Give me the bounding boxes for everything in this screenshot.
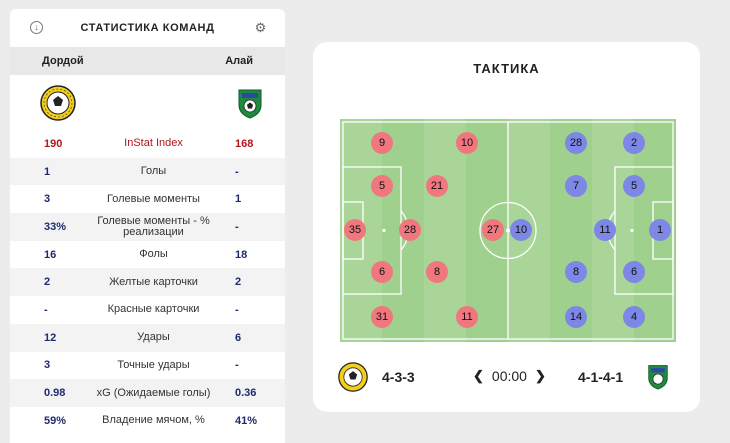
- chevron-right-icon[interactable]: ❯: [534, 368, 546, 383]
- stat-label: Владение мячом, %: [102, 414, 205, 427]
- stat-label: Точные удары: [117, 358, 190, 371]
- home-player[interactable]: 31: [371, 306, 393, 328]
- stat-away-value: -: [235, 303, 239, 316]
- stat-home-value: 190: [44, 137, 63, 150]
- stat-home-value: -: [44, 303, 48, 316]
- away-team-logo: [238, 89, 262, 119]
- home-team-name: Дордой: [42, 55, 84, 67]
- away-player[interactable]: 5: [623, 175, 645, 197]
- stat-away-value: 1: [235, 193, 242, 206]
- away-player[interactable]: 7: [565, 175, 587, 197]
- stat-row: 3 Голевые моменты 1: [10, 185, 285, 214]
- stat-label: Голевые моменты: [107, 192, 200, 205]
- stat-home-value: 0.98: [44, 387, 66, 400]
- stat-home-value: 12: [44, 331, 57, 344]
- teams-row: Дордой Алай: [10, 47, 285, 75]
- stat-row: 33% Голевые моменты - % реализации -: [10, 213, 285, 241]
- stat-home-value: 3: [44, 193, 51, 206]
- stat-label: Красные карточки: [107, 303, 200, 316]
- stat-label: Желтые карточки: [109, 275, 198, 288]
- away-player[interactable]: 1: [649, 219, 671, 241]
- home-player[interactable]: 35: [344, 219, 366, 241]
- stat-row: 190 InStat Index 168: [10, 130, 285, 158]
- home-formation: 4-3-3: [382, 369, 415, 385]
- away-player[interactable]: 11: [594, 219, 616, 241]
- stat-row: 0.98 xG (Ожидаемые голы) 0.36: [10, 379, 285, 407]
- team-stats-panel: ↓ СТАТИСТИКА КОМАНД ⚙ Дордой Алай 190 InS…: [10, 9, 285, 443]
- tactics-footer: 4-3-3 ❮ 00:00 ❯ 4-1-4-1: [313, 362, 700, 392]
- stat-away-value: 41%: [235, 414, 258, 427]
- stat-row: 16 Фолы 18: [10, 240, 285, 269]
- home-formation-logo: [338, 362, 368, 392]
- home-player[interactable]: 21: [426, 175, 448, 197]
- football-pitch: 9 10 5 21 35 28 27 6 8 31 11 28 2 7 5 10 11 1 8 6 14 4: [340, 119, 676, 342]
- stat-away-value: 2: [235, 276, 242, 289]
- logos-row: [10, 75, 285, 130]
- away-player[interactable]: 28: [565, 132, 587, 154]
- chevron-left-icon[interactable]: ❮: [473, 368, 484, 383]
- away-player[interactable]: 10: [510, 219, 532, 241]
- stat-away-value: 168: [235, 137, 254, 150]
- stat-home-value: 16: [44, 248, 57, 261]
- stat-away-value: -: [235, 220, 239, 233]
- stats-title: СТАТИСТИКА КОМАНД: [80, 22, 215, 34]
- away-player[interactable]: 4: [623, 306, 645, 328]
- home-player[interactable]: 27: [482, 219, 504, 241]
- stat-row: 3 Точные удары -: [10, 351, 285, 380]
- stats-header: ↓ СТАТИСТИКА КОМАНД ⚙: [10, 9, 285, 47]
- home-player[interactable]: 8: [426, 261, 448, 283]
- away-team-name: Алай: [225, 55, 253, 67]
- away-player[interactable]: 2: [623, 132, 645, 154]
- home-player[interactable]: 5: [371, 175, 393, 197]
- home-team-logo: [40, 84, 76, 121]
- stat-row: 59% Владение мячом, % 41%: [10, 406, 285, 435]
- home-player[interactable]: 10: [456, 132, 478, 154]
- stat-row: 1 Голы -: [10, 157, 285, 186]
- time-control: ❮ 00:00 ❯: [473, 368, 546, 384]
- stat-row: 2 Желтые карточки 2: [10, 268, 285, 297]
- stat-home-value: 33%: [44, 220, 67, 233]
- info-icon[interactable]: ↓: [30, 21, 43, 34]
- stats-table: 190 InStat Index 168 1 Голы - 3 Голевые моменты…: [10, 130, 285, 435]
- away-player[interactable]: 8: [565, 261, 587, 283]
- stat-home-value: 1: [44, 165, 51, 178]
- stat-away-value: 18: [235, 248, 248, 261]
- stat-row: 12 Удары 6: [10, 323, 285, 352]
- time-display: 00:00: [491, 368, 527, 384]
- stat-label: Голы: [140, 165, 167, 178]
- tactics-title: ТАКТИКА: [473, 61, 540, 76]
- away-player[interactable]: 14: [565, 306, 587, 328]
- away-formation: 4-1-4-1: [578, 369, 624, 385]
- stat-away-value: -: [235, 359, 239, 372]
- stat-home-value: 3: [44, 359, 51, 372]
- stat-away-value: 0.36: [235, 387, 257, 400]
- stat-away-value: -: [235, 165, 239, 178]
- away-player[interactable]: 6: [623, 261, 645, 283]
- stat-label: Голевые моменты - % реализации: [97, 214, 210, 238]
- gear-icon[interactable]: ⚙: [254, 20, 267, 35]
- stat-home-value: 2: [44, 276, 51, 289]
- home-player[interactable]: 11: [456, 306, 478, 328]
- stat-row: - Красные карточки -: [10, 296, 285, 324]
- stat-home-value: 59%: [44, 414, 67, 427]
- home-player[interactable]: 6: [371, 261, 393, 283]
- tactics-panel: ТАКТИКА 9 10 5 21 35 28 27 6 8 31 11 28 2 7 5 10: [313, 42, 700, 412]
- stat-label: Фолы: [139, 248, 168, 261]
- stat-away-value: 6: [235, 331, 242, 344]
- away-formation-logo: [648, 365, 668, 390]
- home-player[interactable]: 28: [399, 219, 421, 241]
- stat-label: InStat Index: [124, 137, 183, 150]
- home-player[interactable]: 9: [371, 132, 393, 154]
- stat-label: xG (Ожидаемые голы): [96, 386, 211, 399]
- stat-label: Удары: [137, 331, 170, 344]
